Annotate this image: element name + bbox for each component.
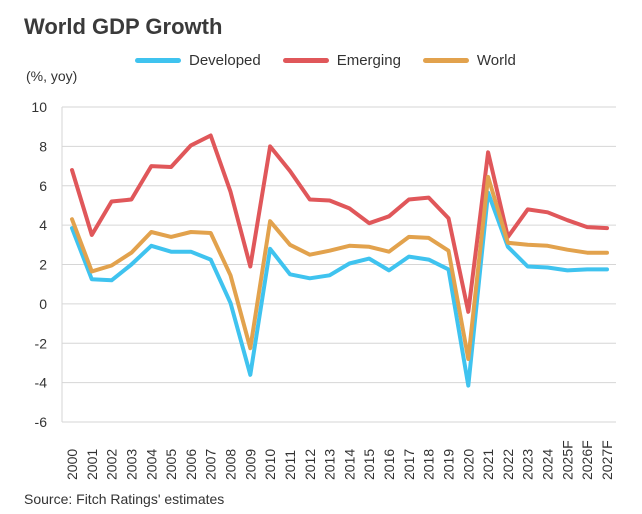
y-tick-label: 10 (31, 99, 47, 115)
series-line-developed (70, 190, 609, 388)
legend-item-developed: Developed (135, 52, 261, 69)
legend-item-emerging: Emerging (282, 52, 401, 69)
x-tick-label: 2006 (183, 449, 199, 480)
y-axis-label: (%, yoy) (26, 68, 78, 84)
x-tick-label: 2025F (559, 440, 575, 480)
legend-label-developed: Developed (189, 52, 261, 69)
x-tick-label: 2007 (203, 449, 219, 480)
y-tick-label: -2 (35, 335, 48, 351)
x-tick-label: 2009 (242, 449, 258, 480)
source-note: Source: Fitch Ratings' estimates (24, 491, 225, 507)
x-tick-label: 2014 (341, 449, 357, 480)
series-line-emerging (70, 133, 609, 314)
x-tick-label: 2024 (540, 449, 556, 480)
x-tick-label: 2021 (480, 449, 496, 480)
legend-swatch-emerging (282, 58, 329, 63)
y-tick-label: 0 (39, 296, 47, 312)
y-tick-label: 8 (39, 138, 47, 154)
series-line-world (70, 174, 609, 361)
x-tick-label: 2017 (401, 449, 417, 480)
x-tick-label: 2000 (64, 449, 80, 480)
y-tick-label: 4 (39, 217, 47, 233)
y-tick-label: 2 (39, 257, 47, 273)
legend-swatch-world (422, 58, 469, 63)
x-tick-label: 2023 (520, 449, 536, 480)
y-tick-label: -4 (35, 375, 48, 391)
legend-swatch-developed (135, 58, 181, 63)
x-tick-label: 2026F (579, 440, 595, 480)
x-tick-label: 2011 (282, 450, 298, 480)
x-tick-label: 2003 (123, 449, 139, 480)
x-tick-label: 2013 (322, 449, 338, 480)
x-tick-label: 2016 (381, 449, 397, 480)
x-tick-label: 2005 (163, 449, 179, 480)
x-tick-label: 2002 (104, 449, 120, 480)
legend-item-world: World (422, 52, 516, 69)
chart-title: World GDP Growth (24, 14, 223, 39)
x-tick-label: 2001 (84, 449, 100, 480)
legend: Developed Emerging World (135, 52, 516, 69)
legend-label-emerging: Emerging (336, 52, 401, 69)
x-tick-label: 2022 (500, 449, 516, 480)
y-tick-label: 6 (39, 178, 47, 194)
x-tick-label: 2020 (460, 449, 476, 480)
x-tick-label: 2015 (361, 449, 377, 480)
x-tick-label: 2012 (302, 449, 318, 480)
x-tick-label: 2004 (143, 449, 159, 480)
x-tick-label: 2010 (262, 449, 278, 480)
x-tick-label: 2018 (421, 449, 437, 480)
x-tick-label: 2008 (223, 449, 239, 480)
legend-label-world: World (476, 52, 516, 69)
y-tick-label: -6 (35, 414, 48, 430)
x-tick-label: 2019 (440, 449, 456, 480)
x-tick-label: 2027F (599, 440, 615, 480)
